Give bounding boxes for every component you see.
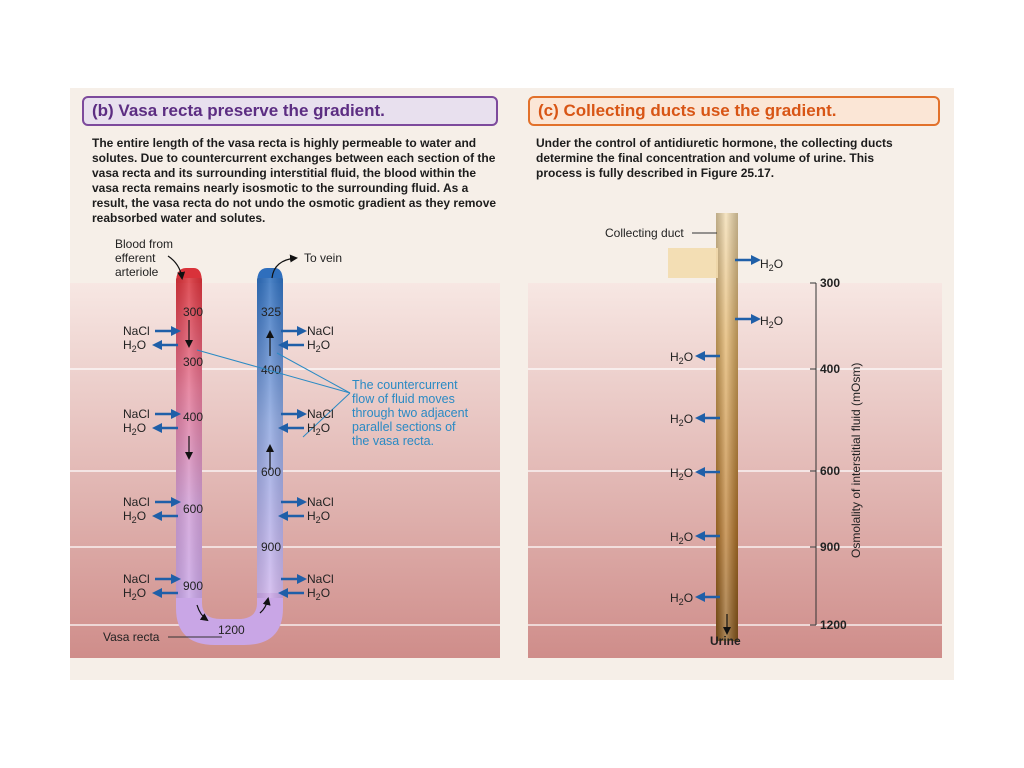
- efferent-label: efferent: [115, 251, 156, 265]
- ascending-value: 900: [261, 540, 281, 554]
- callout-line: The countercurrent: [352, 378, 458, 392]
- svg-text:NaCl: NaCl: [307, 572, 334, 586]
- svg-text:H2O: H2O: [123, 421, 146, 437]
- svg-text:H2O: H2O: [123, 509, 146, 525]
- svg-text:H2O: H2O: [760, 314, 783, 330]
- svg-text:H2O: H2O: [307, 586, 330, 602]
- panel-vasa-recta: (b) Vasa recta preserve the gradient. Th…: [70, 88, 510, 680]
- callout-line: flow of fluid moves: [352, 392, 455, 406]
- to-vein-label: To vein: [304, 251, 342, 265]
- axis-tick-label: 600: [820, 464, 840, 478]
- arteriole-label: arteriole: [115, 265, 159, 279]
- svg-text:H2O: H2O: [123, 586, 146, 602]
- svg-text:H2O: H2O: [670, 530, 693, 546]
- flow-turn-arrow: [259, 597, 271, 614]
- water-out-arrow-4: H2O: [670, 412, 720, 428]
- exchange-left-4: NaCl H2O: [123, 572, 181, 602]
- collecting-duct-diagram: Collecting duct Urine H2O H2O H2O H2O H2…: [528, 213, 942, 658]
- axis-tick-label: 400: [820, 362, 840, 376]
- svg-text:NaCl: NaCl: [123, 495, 150, 509]
- blood-from-label: Blood from: [115, 237, 173, 251]
- panel-c-description: Under the control of antidiuretic hormon…: [536, 136, 893, 180]
- collecting-duct-label: Collecting duct: [605, 226, 684, 240]
- descending-value: 300: [183, 355, 203, 369]
- svg-text:H2O: H2O: [670, 412, 693, 428]
- exchange-right-1: NaCl H2O: [278, 324, 334, 354]
- svg-text:NaCl: NaCl: [307, 324, 334, 338]
- callout-leader: [196, 349, 351, 394]
- panel-collecting-duct: (c) Collecting ducts use the gradient. U…: [520, 88, 954, 680]
- svg-text:NaCl: NaCl: [307, 407, 334, 421]
- exchange-right-3: NaCl H2O: [278, 495, 334, 525]
- ascending-value: 600: [261, 465, 281, 479]
- ascending-value: 325: [261, 305, 281, 319]
- axis-tick-label: 900: [820, 540, 840, 554]
- bottom-value: 1200: [218, 623, 245, 637]
- flow-turn-arrow: [196, 604, 209, 622]
- water-out-arrow-2: H2O: [735, 314, 783, 330]
- water-out-arrow-5: H2O: [670, 466, 720, 482]
- exchange-left-1: NaCl H2O: [123, 324, 181, 354]
- callout-line: through two adjacent: [352, 406, 469, 420]
- panel-b-title: (b) Vasa recta preserve the gradient.: [82, 96, 498, 126]
- connecting-tubule: [668, 248, 718, 278]
- svg-text:H2O: H2O: [307, 509, 330, 525]
- svg-text:H2O: H2O: [670, 350, 693, 366]
- callout-line: the vasa recta.: [352, 434, 434, 448]
- water-out-arrow-6: H2O: [670, 530, 720, 546]
- descending-value: 300: [183, 305, 203, 319]
- vasa-recta-label: Vasa recta: [103, 630, 160, 644]
- svg-text:H2O: H2O: [307, 338, 330, 354]
- descending-value: 900: [183, 579, 203, 593]
- exchange-left-3: NaCl H2O: [123, 495, 181, 525]
- inflow-arrow: [167, 255, 186, 280]
- exchange-right-4: NaCl H2O: [278, 572, 334, 602]
- axis-tick-label: 1200: [820, 618, 847, 632]
- svg-text:NaCl: NaCl: [123, 407, 150, 421]
- callout-line: parallel sections of: [352, 420, 456, 434]
- water-out-arrow-3: H2O: [670, 350, 720, 366]
- exchange-right-2: NaCl H2O: [278, 407, 334, 437]
- svg-text:NaCl: NaCl: [123, 572, 150, 586]
- water-out-arrow-7: H2O: [670, 591, 720, 607]
- panel-b-description: The entire length of the vasa recta is h…: [92, 136, 497, 225]
- vessel-u-turn: [176, 593, 283, 645]
- exchange-left-2: NaCl H2O: [123, 407, 181, 437]
- panel-c-title: (c) Collecting ducts use the gradient.: [528, 96, 940, 126]
- water-out-arrow-1: H2O: [735, 255, 783, 273]
- descending-value: 600: [183, 502, 203, 516]
- callout-leader: [276, 352, 351, 394]
- vasa-recta-diagram: Blood from efferent arteriole To vein Va…: [70, 237, 500, 658]
- descending-value: 400: [183, 410, 203, 424]
- svg-text:NaCl: NaCl: [123, 324, 150, 338]
- osmolality-axis: 300 400 600 900 1200 Osmolality of inter…: [810, 276, 863, 632]
- svg-text:H2O: H2O: [760, 257, 783, 273]
- svg-text:H2O: H2O: [670, 466, 693, 482]
- ascending-value: 400: [261, 363, 281, 377]
- axis-tick-label: 300: [820, 276, 840, 290]
- svg-text:H2O: H2O: [307, 421, 330, 437]
- svg-text:H2O: H2O: [123, 338, 146, 354]
- outflow-arrow: [271, 254, 298, 279]
- axis-title: Osmolality of interstitial fluid (mOsm): [849, 363, 863, 558]
- urine-label: Urine: [710, 634, 741, 648]
- svg-text:H2O: H2O: [670, 591, 693, 607]
- svg-text:NaCl: NaCl: [307, 495, 334, 509]
- callout-leader: [302, 392, 351, 438]
